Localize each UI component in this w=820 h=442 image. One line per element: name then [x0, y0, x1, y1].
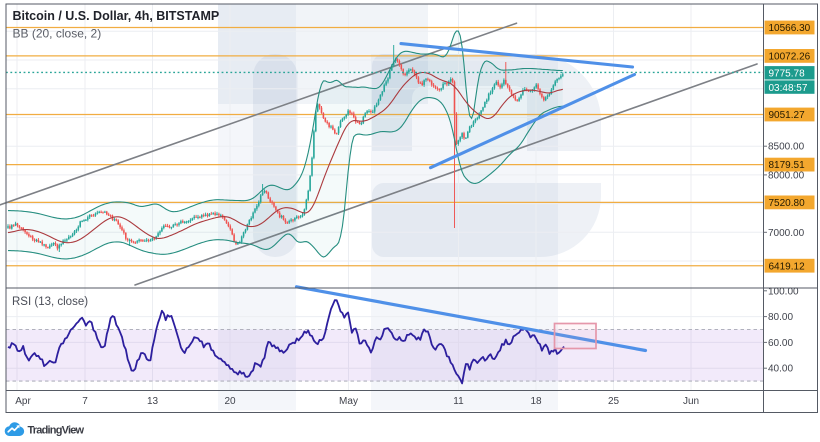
svg-text:25: 25	[608, 396, 620, 407]
svg-text:100.00: 100.00	[768, 286, 799, 297]
svg-text:60.00: 60.00	[768, 338, 793, 349]
svg-text:Bitcoin / U.S. Dollar, 4h, BIT: Bitcoin / U.S. Dollar, 4h, BITSTAMP	[13, 9, 220, 23]
svg-text:11: 11	[453, 396, 464, 407]
svg-text:Jun: Jun	[683, 396, 699, 407]
svg-text:13: 13	[147, 396, 159, 407]
svg-text:10566.30: 10566.30	[769, 23, 811, 34]
svg-text:8500.00: 8500.00	[768, 142, 805, 153]
svg-text:May: May	[339, 396, 358, 407]
svg-text:9051.27: 9051.27	[769, 110, 806, 121]
svg-text:6419.12: 6419.12	[769, 261, 806, 272]
svg-text:20: 20	[224, 396, 236, 407]
svg-text:7: 7	[82, 396, 88, 407]
svg-text:7520.80: 7520.80	[769, 198, 806, 209]
svg-text:TradingView: TradingView	[28, 424, 85, 436]
svg-text:8000.00: 8000.00	[768, 170, 805, 181]
svg-text:7000.00: 7000.00	[768, 228, 805, 239]
svg-text:9775.78: 9775.78	[769, 69, 806, 80]
svg-text:10072.26: 10072.26	[769, 52, 811, 63]
svg-text:80.00: 80.00	[768, 312, 793, 323]
svg-text:18: 18	[530, 396, 542, 407]
svg-text:40.00: 40.00	[768, 364, 793, 375]
svg-text:RSI (13, close): RSI (13, close)	[12, 296, 88, 308]
svg-text:8179.51: 8179.51	[769, 160, 806, 171]
svg-text:BB (20, close, 2): BB (20, close, 2)	[13, 27, 102, 41]
svg-text:03:48:57: 03:48:57	[769, 83, 808, 94]
svg-text:Apr: Apr	[15, 396, 31, 407]
